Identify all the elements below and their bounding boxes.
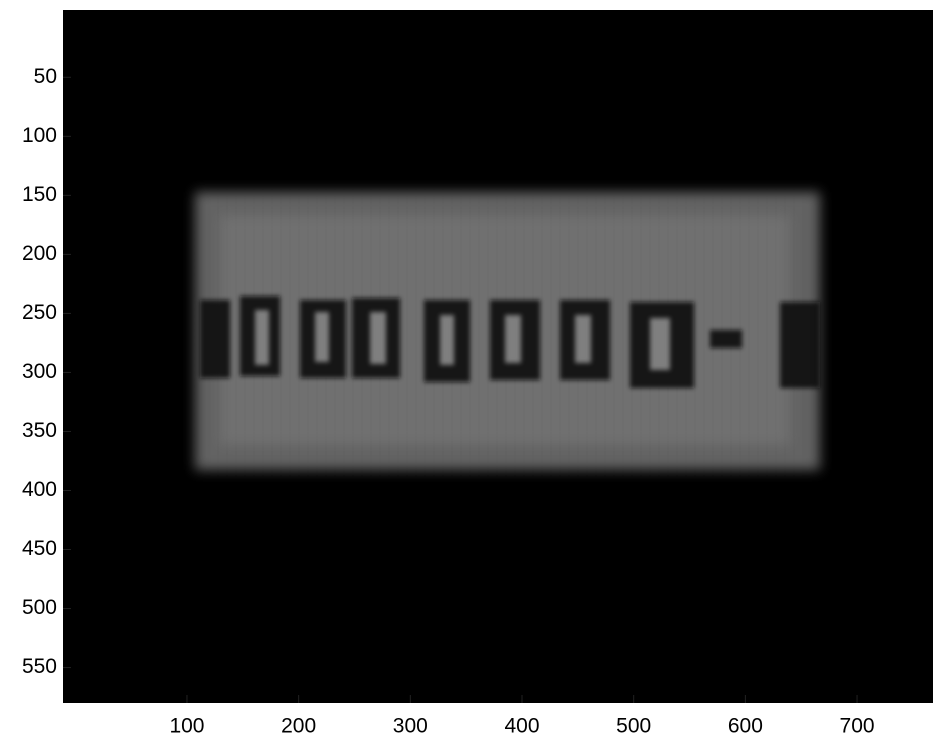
y-tick-label: 500 <box>22 596 57 619</box>
x-tick-label: 700 <box>840 715 875 738</box>
x-tick-label: 200 <box>281 715 316 738</box>
x-tick-label: 300 <box>393 715 428 738</box>
y-tick-label: 350 <box>22 419 57 442</box>
y-tick-label: 400 <box>22 478 57 501</box>
x-tick-label: 500 <box>616 715 651 738</box>
y-tick-label: 250 <box>22 301 57 324</box>
y-tick-label: 550 <box>22 655 57 678</box>
image-content <box>195 192 820 470</box>
y-tick-label: 100 <box>22 124 57 147</box>
y-tick-label: 300 <box>22 360 57 383</box>
x-tick-label: 400 <box>504 715 539 738</box>
x-tick-label: 600 <box>728 715 763 738</box>
y-tick-label: 450 <box>22 537 57 560</box>
y-tick-label: 150 <box>22 183 57 206</box>
y-tick-label: 200 <box>22 242 57 265</box>
y-tick-label: 50 <box>34 65 57 88</box>
x-tick-label: 100 <box>169 715 204 738</box>
